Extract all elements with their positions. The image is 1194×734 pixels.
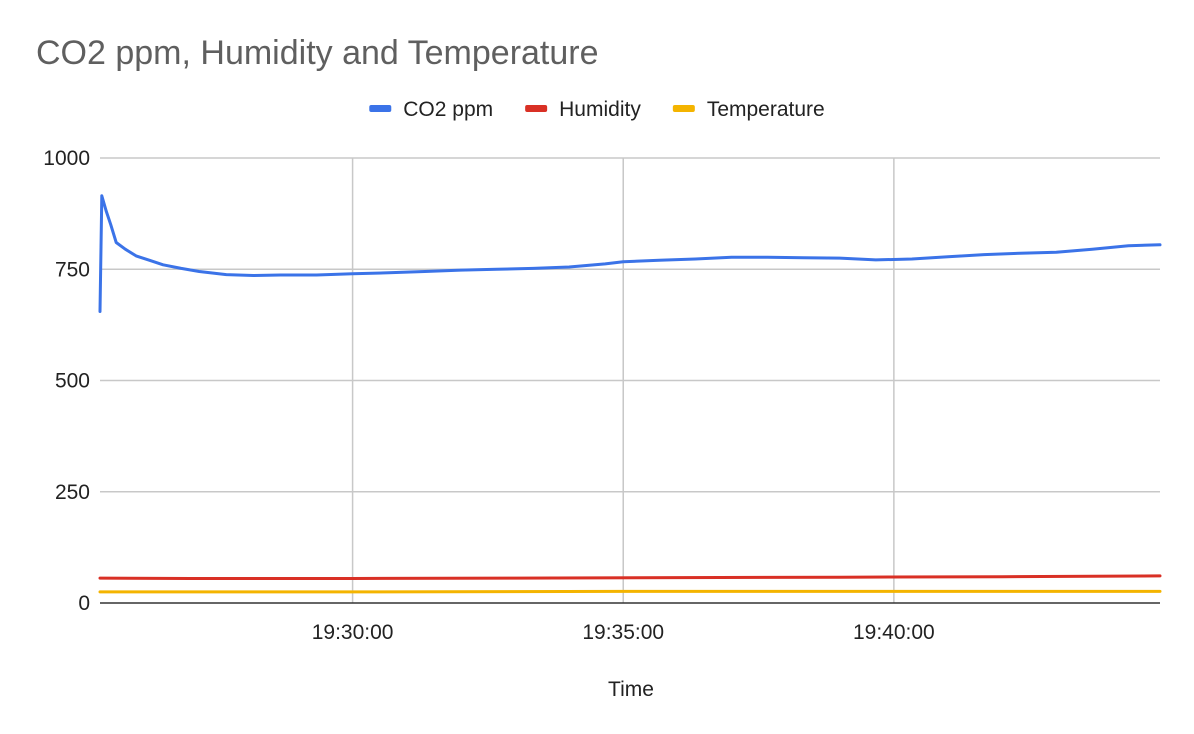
axes: 0 250 500 750 1000 19:30:00 19:35:00 19:40:00 [43,147,1160,644]
y-tick-label: 1000 [43,147,90,170]
legend-swatch [525,105,548,112]
series-lines [98,194,1162,594]
x-axis-title: Time [608,678,654,701]
x-tick-label: 19:30:00 [312,621,394,644]
grid-lines [100,157,1160,603]
series-line-temperature [98,589,1162,594]
legend-label: Humidity [559,98,641,121]
y-tick-label: 750 [55,258,90,281]
series-line-humidity [98,574,1162,580]
legend-swatch [672,105,695,112]
legend-label: Temperature [707,98,825,121]
y-tick-label: 0 [78,592,90,615]
x-tick-label: 19:35:00 [582,621,664,644]
y-tick-label: 500 [55,370,90,393]
x-tick-label: 19:40:00 [853,621,935,644]
chart-legend: CO2 ppm Humidity Temperature [369,98,825,121]
series-line-co2-ppm [98,194,1162,313]
y-tick-label: 250 [55,481,90,504]
chart-title: CO2 ppm, Humidity and Temperature [36,34,599,72]
legend-label: CO2 ppm [403,98,493,121]
legend-swatch [369,105,392,112]
